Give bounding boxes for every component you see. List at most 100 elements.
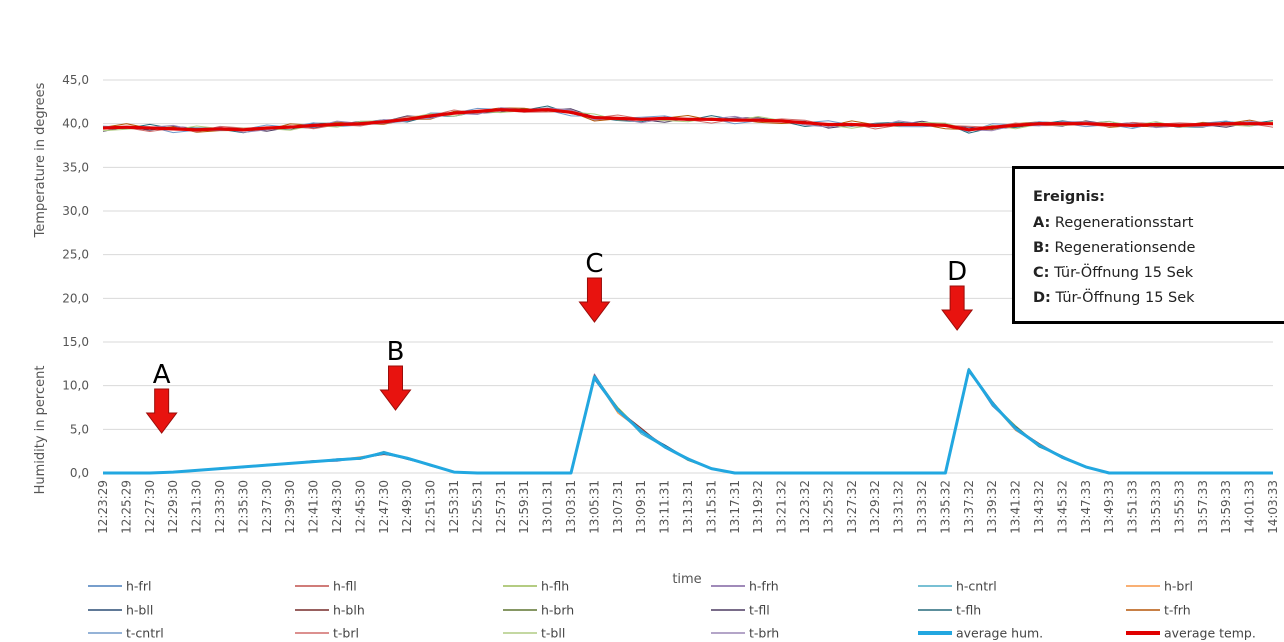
x-tick-label: 13:39:32 (985, 480, 999, 534)
marker-arrow-a (145, 388, 178, 434)
x-tick-label: 12:33:30 (213, 480, 227, 534)
x-tick-label: 14:03:33 (1266, 480, 1280, 534)
marker-arrow-c (578, 277, 611, 323)
legend-label: t-flh (956, 603, 981, 618)
legend-label: h-blh (333, 603, 365, 618)
x-tick-label: 13:07:31 (611, 480, 625, 534)
series-lines (102, 105, 1274, 475)
x-tick-label: 13:27:32 (845, 480, 859, 534)
event-row-d: D: Tür-Öffnung 15 Sek (1033, 290, 1195, 306)
x-tick-labels: 12:23:29 12:25:29 12:27:30 12:29:30 12:31:30… (96, 480, 1280, 534)
x-tick-label: 13:41:32 (1009, 480, 1023, 534)
legend-label: t-cntrl (126, 626, 164, 641)
legend-label: t-frh (1164, 603, 1191, 618)
legend: h-frl h-fll h-flh h-frh h-cntrl h-brl h-bll h-b… (88, 579, 1256, 641)
x-tick-label: 13:31:32 (892, 480, 906, 534)
event-row-a: A: Regenerationsstart (1033, 215, 1194, 231)
x-tick-label: 12:43:30 (330, 480, 344, 534)
x-tick-label: 13:29:32 (868, 480, 882, 534)
x-tick-label: 13:13:31 (681, 480, 695, 534)
x-tick-label: 12:27:30 (143, 480, 157, 534)
x-tick-label: 13:09:31 (634, 480, 648, 534)
x-axis-title: time (672, 572, 701, 587)
legend-label: t-brh (749, 626, 779, 641)
x-tick-label: 13:05:31 (587, 480, 601, 534)
x-tick-label: 13:23:32 (798, 480, 812, 534)
x-tick-label: 13:03:31 (564, 480, 578, 534)
marker-label-d: D (947, 257, 967, 287)
x-tick-label: 12:49:30 (400, 480, 414, 534)
x-tick-label: 13:19:32 (751, 480, 765, 534)
x-tick-label: 12:45:30 (353, 480, 367, 534)
events-title: Ereignis: (1033, 189, 1105, 205)
x-tick-label: 13:45:32 (1055, 480, 1069, 534)
y-tick-label: 10,0 (62, 379, 89, 393)
x-tick-label: 13:17:31 (728, 480, 742, 534)
y-tick-labels: 0,0 5,0 10,0 15,0 20,0 25,0 30,0 35,0 40,0 45,0 (62, 73, 89, 480)
x-tick-label: 13:15:31 (704, 480, 718, 534)
legend-label: h-cntrl (956, 579, 997, 594)
gridlines (103, 79, 1273, 474)
legend-label: t-bll (541, 626, 565, 641)
x-tick-label: 12:53:31 (447, 480, 461, 534)
x-tick-label: 13:11:31 (658, 480, 672, 534)
x-tick-label: 12:57:31 (494, 480, 508, 534)
marker-arrow-b (379, 365, 412, 411)
event-markers: A B C D (145, 249, 974, 434)
legend-label: h-bll (126, 603, 153, 618)
y-tick-label: 30,0 (62, 204, 89, 218)
x-tick-label: 13:01:31 (541, 480, 555, 534)
x-tick-label: 13:21:32 (775, 480, 789, 534)
legend-label: h-frh (749, 579, 779, 594)
x-tick-label: 13:25:32 (821, 480, 835, 534)
legend-label: h-fll (333, 579, 357, 594)
event-row-b: B: Regenerationsende (1033, 240, 1196, 256)
event-row-c: C: Tür-Öffnung 15 Sek (1033, 265, 1194, 281)
x-tick-label: 13:37:32 (962, 480, 976, 534)
y-tick-label: 40,0 (62, 117, 89, 131)
legend-label: h-flh (541, 579, 569, 594)
x-tick-label: 12:51:30 (424, 480, 438, 534)
x-tick-label: 13:51:33 (1126, 480, 1140, 534)
x-tick-label: 12:39:30 (283, 480, 297, 534)
legend-label: h-brh (541, 603, 574, 618)
y-tick-label: 20,0 (62, 291, 89, 305)
x-tick-label: 12:37:30 (260, 480, 274, 534)
y-tick-label: 35,0 (62, 160, 89, 174)
y-tick-label: 45,0 (62, 73, 89, 87)
marker-arrow-d (941, 285, 974, 331)
x-tick-label: 12:25:29 (119, 480, 133, 534)
x-tick-label: 12:29:30 (166, 480, 180, 534)
legend-label: average hum. (956, 626, 1043, 641)
legend-label: h-brl (1164, 579, 1193, 594)
x-tick-label: 13:55:33 (1172, 480, 1186, 534)
legend-label: t-brl (333, 626, 359, 641)
legend-label: h-frl (126, 579, 151, 594)
x-tick-label: 13:57:33 (1196, 480, 1210, 534)
series-line-average-hum (103, 368, 1273, 475)
x-tick-label: 13:49:33 (1102, 480, 1116, 534)
y-tick-label: 0,0 (70, 466, 89, 480)
y-axis-title-temperature: Temperature in degrees (33, 82, 48, 238)
x-tick-label: 12:59:31 (517, 480, 531, 534)
y-tick-label: 15,0 (62, 335, 89, 349)
marker-label-b: B (387, 337, 405, 367)
x-tick-label: 13:47:33 (1079, 480, 1093, 534)
x-tick-label: 12:55:31 (470, 480, 484, 534)
x-tick-label: 12:31:30 (190, 480, 204, 534)
marker-label-a: A (153, 360, 171, 390)
y-axis-title-humidity: Humidity in percent (33, 366, 48, 495)
x-tick-label: 13:59:33 (1219, 480, 1233, 534)
x-tick-label: 12:47:30 (377, 480, 391, 534)
legend-label: t-fll (749, 603, 770, 618)
x-tick-label: 12:41:30 (307, 480, 321, 534)
legend-label: average temp. (1164, 626, 1256, 641)
events-legend-box: Ereignis: A: Regenerationsstart B: Regen… (1012, 166, 1284, 324)
marker-label-c: C (585, 249, 603, 279)
y-tick-label: 25,0 (62, 248, 89, 262)
x-tick-label: 13:35:32 (938, 480, 952, 534)
x-tick-label: 12:35:30 (236, 480, 250, 534)
y-tick-label: 5,0 (70, 422, 89, 436)
x-tick-label: 13:53:33 (1149, 480, 1163, 534)
